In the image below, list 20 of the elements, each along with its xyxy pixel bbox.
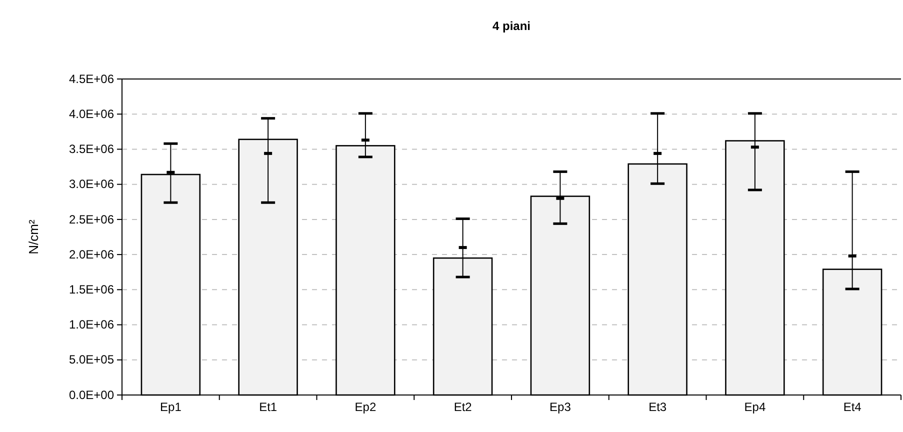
x-tick-label: Et4 xyxy=(843,400,862,414)
x-tick-label: Ep2 xyxy=(354,400,376,414)
y-tick-label: 5.0E+05 xyxy=(68,352,114,367)
y-tick-label: 4.5E+06 xyxy=(68,72,114,86)
y-tick-label: 3.5E+06 xyxy=(68,142,114,156)
y-axis-title: N/cm² xyxy=(26,219,41,254)
x-tick-label: Et3 xyxy=(648,400,667,414)
y-tick-label: 4.0E+06 xyxy=(68,106,114,121)
x-tick-label: Ep1 xyxy=(160,400,182,414)
y-tick-label: 0.0E+00 xyxy=(68,388,114,402)
y-tick-label: 2.5E+06 xyxy=(68,212,114,226)
y-tick-label: 2.0E+06 xyxy=(68,247,114,262)
y-tick-label: 1.5E+06 xyxy=(68,282,114,297)
x-tick-label: Et2 xyxy=(454,400,472,414)
chart-title: 4 piani xyxy=(492,19,531,33)
x-tick-label: Ep3 xyxy=(550,400,572,414)
y-tick-label: 3.0E+06 xyxy=(68,177,114,192)
x-tick-label: Et1 xyxy=(259,400,278,414)
x-tick-label: Ep4 xyxy=(744,400,766,414)
y-tick-label: 1.0E+06 xyxy=(68,318,114,332)
